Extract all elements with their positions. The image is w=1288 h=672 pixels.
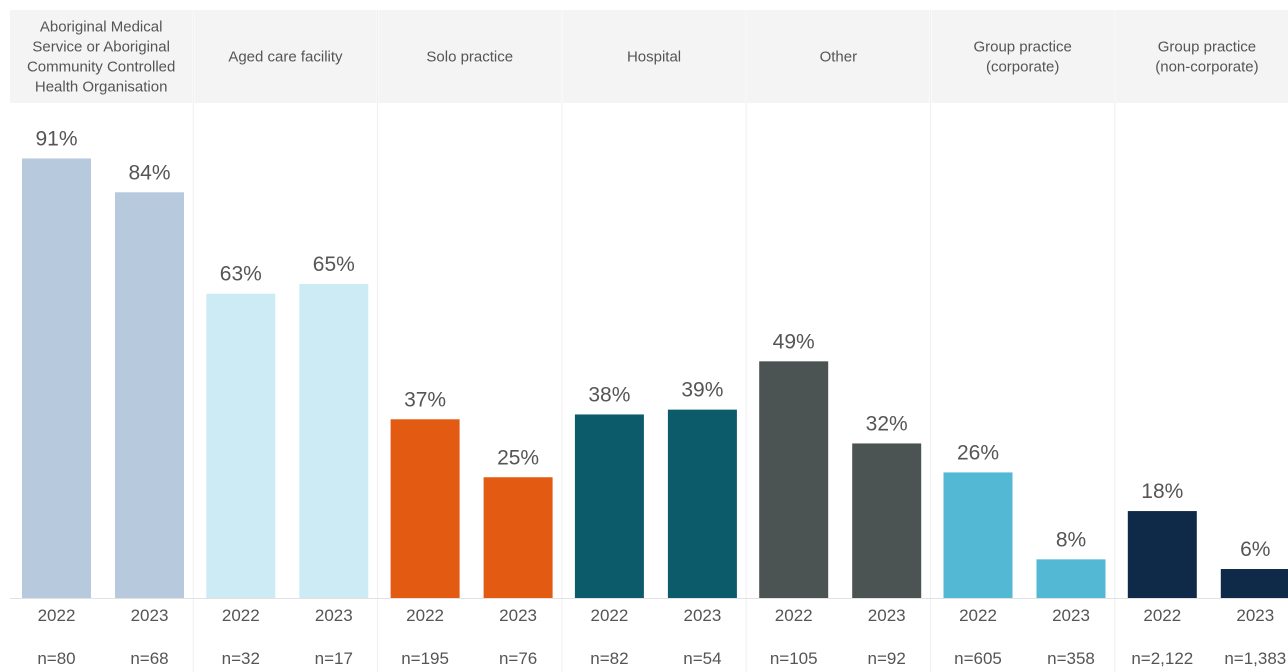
bar-solo-practice-2022 [390, 419, 460, 598]
group-header-label: Health Organisation [35, 79, 168, 96]
bar-group-practice-corporate--2022 [943, 472, 1013, 598]
sample-size-label: n=68 [130, 649, 168, 668]
bar-other-2023 [852, 443, 922, 598]
bar-value-label: 38% [588, 383, 630, 406]
year-tick-label: 2023 [683, 606, 721, 625]
bar-value-label: 84% [128, 161, 170, 184]
bar-value-label: 65% [313, 253, 355, 276]
bar-group-practice-non-corporate--2023 [1220, 569, 1288, 598]
sample-size-label: n=82 [590, 649, 628, 668]
bar-value-label: 8% [1056, 528, 1086, 551]
year-tick-label: 2022 [959, 606, 997, 625]
bar-value-label: 39% [681, 379, 723, 402]
year-tick-label: 2023 [1052, 606, 1090, 625]
bar-value-label: 63% [220, 263, 262, 286]
sample-size-label: n=92 [868, 649, 906, 668]
year-tick-label: 2022 [590, 606, 628, 625]
group-header-label: Aboriginal Medical [40, 19, 163, 36]
year-tick-label: 2023 [499, 606, 537, 625]
bar-aged-care-facility-2022 [206, 293, 276, 598]
bar-other-2022 [759, 361, 829, 598]
group-header-band [747, 10, 930, 103]
group-header-band [562, 10, 746, 103]
group-header-label: Hospital [627, 49, 681, 66]
year-tick-label: 2023 [1236, 606, 1274, 625]
bars-layer [22, 158, 1288, 598]
bar-group-practice-corporate--2023 [1036, 559, 1106, 598]
bar-value-label: 26% [957, 441, 999, 464]
group-header-band [931, 10, 1114, 103]
year-tick-label: 2023 [315, 606, 353, 625]
bar-aboriginal-medical-service-or-aboriginal-community-controlled-health-organisation-2022 [22, 158, 91, 598]
bar-value-label: 25% [497, 446, 539, 469]
sample-size-label: n=105 [770, 649, 818, 668]
year-tick-label: 2022 [222, 606, 260, 625]
sample-size-label: n=2,122 [1131, 649, 1193, 668]
bar-aboriginal-medical-service-or-aboriginal-community-controlled-health-organisation-2023 [115, 192, 184, 598]
sample-size-label: n=195 [401, 649, 449, 668]
group-header-band [1115, 10, 1288, 103]
bar-aged-care-facility-2023 [299, 284, 369, 598]
bar-value-label: 32% [866, 412, 908, 435]
sample-size-label: n=605 [954, 649, 1002, 668]
year-tick-label: 2022 [38, 606, 76, 625]
group-header-band [10, 10, 193, 103]
bar-group-practice-non-corporate--2022 [1127, 511, 1197, 598]
header-bands [10, 10, 1288, 672]
group-header-band [378, 10, 561, 103]
labels-layer: Aboriginal Medical Service or Aboriginal C… [27, 19, 1286, 669]
sample-size-label: n=32 [222, 649, 260, 668]
sample-size-label: n=80 [37, 649, 75, 668]
group-header-label: Community Controlled [27, 59, 175, 76]
sample-size-label: n=54 [683, 649, 721, 668]
group-header-label: (non-corporate) [1155, 59, 1258, 76]
bar-solo-practice-2023 [483, 477, 553, 598]
bar-value-label: 37% [404, 388, 446, 411]
year-tick-label: 2022 [406, 606, 444, 625]
group-header-band [194, 10, 377, 103]
sample-size-label: n=76 [499, 649, 537, 668]
sample-size-label: n=358 [1047, 649, 1095, 668]
group-header-label: Group practice [1158, 39, 1256, 56]
group-header-label: (corporate) [986, 59, 1059, 76]
bar-hospital-2023 [667, 409, 737, 598]
group-header-label: Other [820, 49, 858, 66]
sample-size-label: n=17 [315, 649, 353, 668]
year-tick-label: 2022 [1143, 606, 1181, 625]
group-header-label: Service or Aboriginal [32, 39, 170, 56]
bar-value-label: 18% [1141, 480, 1183, 503]
group-header-label: Aged care facility [228, 49, 343, 66]
sample-size-label: n=1,383 [1224, 649, 1286, 668]
year-tick-label: 2023 [868, 606, 906, 625]
bar-value-label: 49% [773, 330, 815, 353]
group-header-label: Solo practice [426, 49, 513, 66]
year-tick-label: 2022 [775, 606, 813, 625]
bar-value-label: 91% [35, 127, 77, 150]
bar-value-label: 6% [1240, 538, 1270, 561]
group-header-label: Group practice [973, 39, 1071, 56]
bar-hospital-2022 [574, 414, 644, 598]
year-tick-label: 2023 [131, 606, 169, 625]
